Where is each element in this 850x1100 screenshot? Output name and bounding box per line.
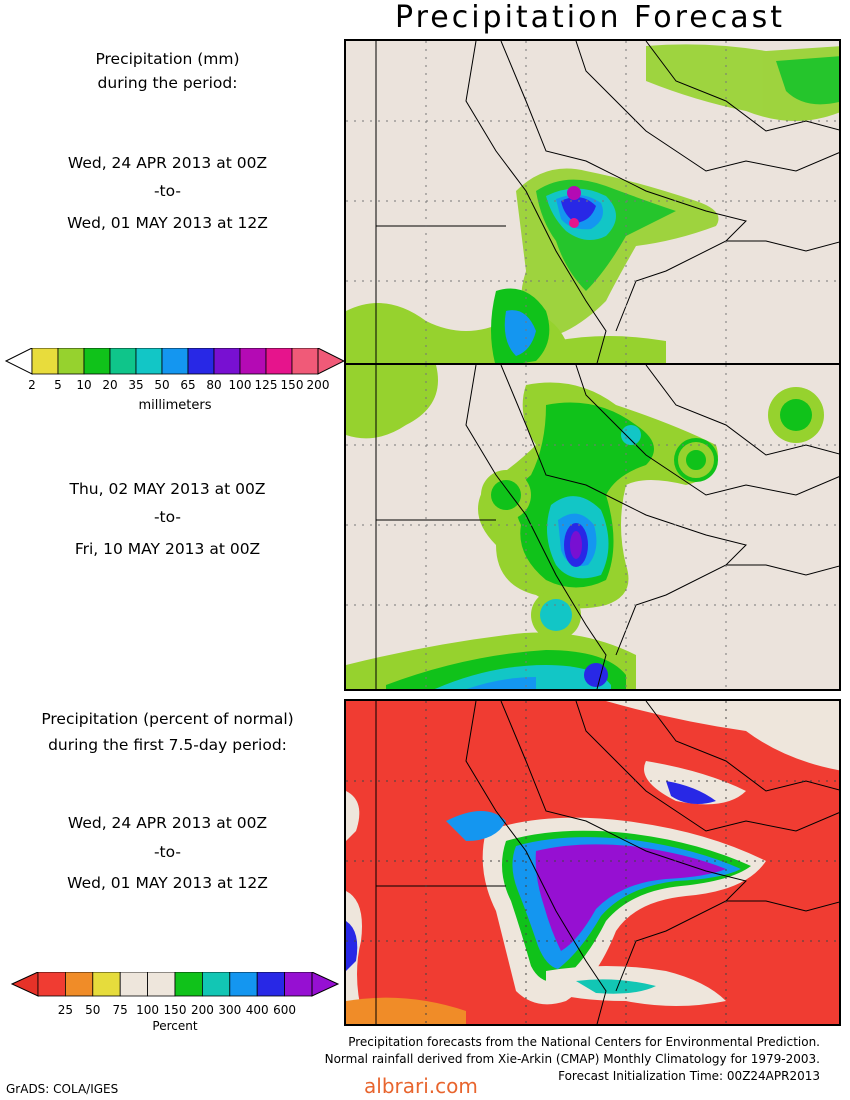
panel1-start-date: Wed, 24 APR 2013 at 00Z	[67, 154, 268, 172]
footer-line2: Normal rainfall derived from Xie-Arkin (…	[324, 1052, 820, 1066]
colorbar-tick-label: 20	[102, 378, 118, 392]
colorbar-tick-label: 100	[136, 1003, 160, 1017]
colorbar-swatch	[201, 972, 231, 997]
colorbar-tick-label: 125	[254, 378, 278, 392]
panel3-end-date: Wed, 01 MAY 2013 at 12Z	[67, 874, 268, 892]
panel2-start-date: Thu, 02 MAY 2013 at 00Z	[69, 480, 266, 498]
map-panel-week2-mm	[344, 363, 841, 691]
colorbar-swatch	[239, 348, 267, 375]
colorbar-swatch	[57, 348, 85, 375]
colorbar-tick-label: 400	[245, 1003, 269, 1017]
colorbar-swatch	[161, 348, 189, 375]
colorbar-mm	[4, 348, 345, 375]
map-panel-week1-mm	[344, 39, 841, 365]
colorbar-tick-label: 35	[128, 378, 144, 392]
colorbar-percent-unit: Percent	[152, 1019, 198, 1033]
colorbar-arrow-high	[311, 972, 340, 997]
colorbar-swatch	[109, 348, 137, 375]
colorbar-swatch	[92, 972, 121, 997]
colorbar-percent	[10, 972, 340, 997]
colorbar-swatch	[284, 972, 313, 997]
colorbar-swatch	[31, 348, 59, 375]
panel1-to: -to-	[153, 182, 182, 200]
colorbar-swatch	[119, 972, 148, 997]
colorbar-swatch	[187, 348, 215, 375]
colorbar-swatch	[256, 972, 286, 997]
colorbar-swatch	[37, 972, 66, 997]
footer-line1: Precipitation forecasts from the Nationa…	[348, 1035, 820, 1049]
watermark: albrari.com	[364, 1074, 478, 1098]
colorbar-swatch	[83, 348, 111, 375]
panel3-heading-line1: Precipitation (percent of normal)	[41, 710, 294, 728]
panel3-heading-line2: during the first 7.5-day period:	[48, 736, 287, 754]
page-title: Precipitation Forecast	[395, 0, 785, 35]
panel1-end-date: Wed, 01 MAY 2013 at 12Z	[67, 214, 268, 232]
colorbar-tick-label: 25	[57, 1003, 74, 1017]
footer-line3: Forecast Initialization Time: 00Z24APR20…	[558, 1069, 820, 1083]
colorbar-tick-label: 50	[85, 1003, 101, 1017]
colorbar-tick-label: 75	[112, 1003, 128, 1017]
colorbar-tick-label: 80	[206, 378, 222, 392]
colorbar-tick-label: 200	[190, 1003, 214, 1017]
panel1-heading-line1: Precipitation (mm)	[95, 50, 240, 68]
colorbar-tick-label: 10	[76, 378, 92, 392]
panel3-to: -to-	[153, 843, 182, 861]
map-panel-percent-normal	[344, 699, 841, 1026]
colorbar-arrow-high	[317, 348, 345, 375]
colorbar-arrow-low	[10, 972, 39, 997]
colorbar-swatch	[229, 972, 258, 997]
colorbar-swatch	[265, 348, 293, 375]
colorbar-tick-label: 300	[218, 1003, 242, 1017]
colorbar-swatch	[213, 348, 241, 375]
colorbar-tick-label: 150	[280, 378, 304, 392]
colorbar-arrow-low	[4, 348, 33, 375]
panel3-start-date: Wed, 24 APR 2013 at 00Z	[67, 814, 268, 832]
colorbar-tick-label: 150	[163, 1003, 187, 1017]
colorbar-swatch	[135, 348, 163, 375]
panel2-to: -to-	[153, 508, 182, 526]
colorbar-swatch	[65, 972, 94, 997]
colorbar-mm-unit: millimeters	[138, 398, 212, 413]
panel2-end-date: Fri, 10 MAY 2013 at 00Z	[74, 540, 261, 558]
colorbar-tick-label: 2	[28, 378, 36, 392]
colorbar-tick-label: 5	[54, 378, 62, 392]
panel1-heading-line2: during the period:	[97, 74, 238, 92]
colorbar-swatch	[147, 972, 176, 997]
colorbar-tick-label: 50	[154, 378, 170, 392]
grads-credit: GrADS: COLA/IGES	[6, 1082, 119, 1096]
colorbar-swatch	[291, 348, 319, 375]
colorbar-swatch	[174, 972, 203, 997]
colorbar-tick-label: 100	[228, 378, 252, 392]
colorbar-tick-label: 200	[306, 378, 330, 392]
colorbar-tick-label: 600	[273, 1003, 297, 1017]
colorbar-tick-label: 65	[180, 378, 196, 392]
